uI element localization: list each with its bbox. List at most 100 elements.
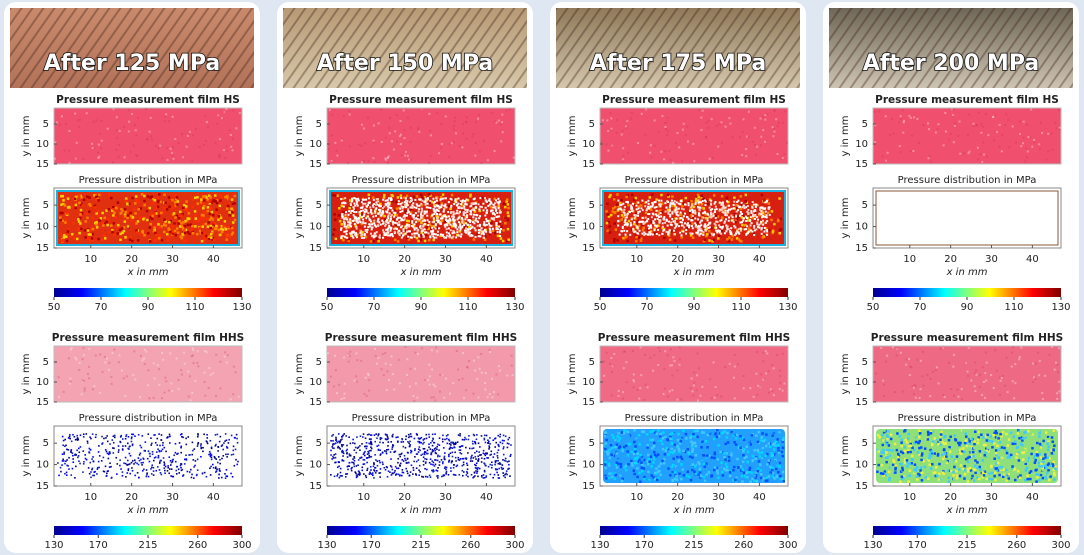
speckle: [125, 197, 128, 200]
speckle: [618, 390, 620, 392]
speckle: [80, 434, 82, 436]
speckle: [433, 225, 436, 228]
speckle: [507, 238, 510, 241]
speckle: [724, 214, 726, 216]
speckle: [334, 218, 337, 221]
speckle: [145, 441, 147, 443]
speckle: [634, 217, 636, 219]
speckle: [181, 237, 184, 240]
speckle: [112, 161, 114, 163]
speckle: [75, 454, 77, 456]
speckle: [663, 229, 665, 231]
speckle: [698, 209, 700, 211]
speckle: [363, 237, 365, 239]
speckle: [131, 467, 133, 469]
speckle: [378, 472, 380, 474]
speckle: [165, 451, 167, 453]
speckle: [110, 376, 112, 378]
speckle: [465, 389, 467, 391]
speckle: [766, 200, 768, 202]
speckle: [476, 434, 478, 436]
speckle: [484, 453, 486, 455]
speckle: [642, 217, 644, 219]
speckle: [82, 358, 84, 360]
speckle: [180, 434, 182, 436]
speckle: [379, 237, 381, 239]
speckle: [375, 433, 377, 435]
speckle: [203, 372, 205, 374]
speckle: [230, 473, 232, 475]
speckle: [396, 219, 398, 221]
colorbar-tick-label: 130: [317, 540, 336, 551]
colorbar-tick-label: 90: [142, 302, 155, 313]
speckle: [458, 197, 460, 199]
speckle: [765, 211, 767, 213]
speckle: [473, 457, 475, 459]
speckle: [368, 197, 370, 199]
speckle: [666, 122, 668, 124]
speckle: [498, 468, 500, 470]
speckle: [439, 464, 441, 466]
speckle: [409, 368, 411, 370]
speckle: [219, 205, 222, 208]
speckle: [346, 219, 348, 221]
speckle: [231, 233, 234, 236]
speckle: [198, 227, 201, 230]
speckle: [408, 434, 410, 436]
speckle: [98, 156, 100, 158]
speckle: [605, 143, 607, 145]
speckle: [168, 456, 170, 458]
speckle: [625, 361, 627, 363]
speckle: [102, 442, 104, 444]
speckle: [405, 225, 407, 227]
speckle: [340, 468, 342, 470]
speckle: [119, 465, 121, 467]
speckle: [62, 199, 64, 202]
speckle: [720, 219, 722, 221]
speckle: [386, 466, 388, 468]
speckle: [399, 474, 401, 476]
speckle: [435, 233, 437, 235]
speckle: [106, 473, 108, 475]
speckle: [662, 226, 664, 228]
speckle: [76, 238, 79, 241]
speckle: [424, 468, 426, 470]
speckle: [424, 213, 426, 215]
speckle: [68, 457, 70, 459]
speckle: [342, 216, 344, 218]
speckle: [384, 352, 386, 354]
speckle: [227, 205, 230, 208]
speckle: [218, 229, 221, 232]
speckle: [664, 388, 666, 390]
speckle: [755, 444, 758, 447]
speckle: [475, 458, 477, 460]
speckle: [491, 396, 493, 398]
speckle: [146, 469, 148, 471]
speckle: [182, 227, 185, 230]
speckle: [390, 197, 392, 199]
speckle: [388, 449, 390, 451]
speckle: [695, 232, 697, 234]
speckle: [699, 222, 701, 224]
speckle: [498, 449, 500, 451]
speckle: [721, 142, 723, 144]
speckle: [680, 217, 682, 219]
speckle: [502, 440, 504, 442]
speckle: [459, 474, 461, 476]
speckle: [463, 462, 465, 464]
speckle: [341, 205, 344, 208]
speckle: [455, 457, 457, 459]
film-image: [54, 108, 242, 164]
speckle: [411, 233, 413, 235]
speckle: [420, 193, 423, 196]
speckle: [153, 467, 155, 469]
speckle: [185, 200, 188, 203]
speckle: [387, 199, 389, 201]
speckle: [750, 210, 752, 212]
speckle: [359, 215, 361, 217]
speckle: [215, 395, 217, 397]
speckle: [646, 220, 648, 222]
speckle: [463, 471, 465, 473]
speckle: [361, 470, 363, 472]
speckle: [400, 143, 402, 145]
